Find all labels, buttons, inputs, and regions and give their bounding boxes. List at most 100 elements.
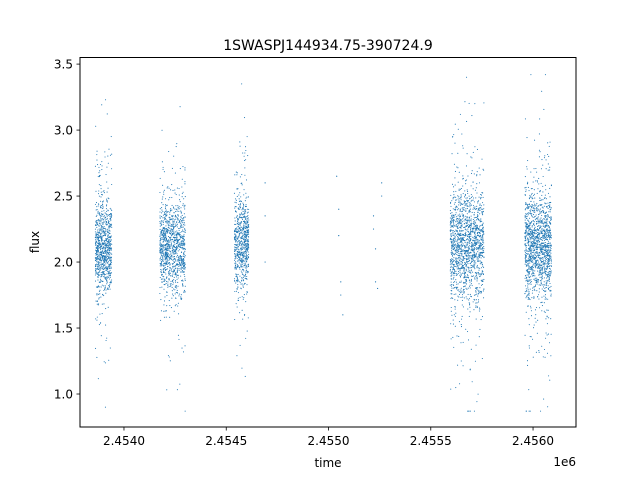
data-point xyxy=(172,227,174,229)
data-point xyxy=(169,232,171,234)
data-point xyxy=(100,236,102,238)
data-point xyxy=(161,281,163,283)
data-point xyxy=(179,219,181,221)
data-point xyxy=(237,223,239,225)
data-point xyxy=(550,285,552,287)
data-point xyxy=(457,248,459,250)
data-point xyxy=(535,248,537,251)
data-point xyxy=(242,298,244,300)
data-point xyxy=(183,218,185,220)
data-point xyxy=(182,204,184,206)
data-point xyxy=(240,252,242,254)
data-point xyxy=(458,293,461,296)
data-point xyxy=(536,243,538,245)
data-point xyxy=(244,218,246,220)
data-point xyxy=(482,279,484,281)
data-point xyxy=(457,198,459,200)
data-point xyxy=(471,157,473,159)
data-point xyxy=(470,215,472,217)
data-point xyxy=(174,236,176,239)
data-point xyxy=(528,239,530,241)
data-point xyxy=(176,143,178,145)
data-point xyxy=(481,213,483,215)
data-point xyxy=(102,235,104,237)
data-point xyxy=(168,229,170,232)
data-point xyxy=(240,257,242,260)
data-point xyxy=(451,230,453,232)
data-point xyxy=(455,225,457,227)
data-point xyxy=(549,274,551,276)
data-point xyxy=(160,239,162,241)
data-point xyxy=(482,231,484,233)
data-point xyxy=(474,229,476,231)
data-point xyxy=(159,191,161,194)
data-point xyxy=(531,273,533,275)
data-point xyxy=(182,240,184,242)
data-point xyxy=(96,268,98,270)
data-point xyxy=(243,260,245,262)
data-point xyxy=(95,240,97,242)
data-point xyxy=(451,278,453,280)
data-point xyxy=(532,229,534,231)
data-point xyxy=(161,286,163,288)
data-point xyxy=(110,217,112,219)
data-point xyxy=(454,232,456,234)
data-point xyxy=(103,216,105,218)
data-point xyxy=(235,267,237,269)
data-point xyxy=(528,240,530,243)
data-point xyxy=(453,287,455,289)
data-point xyxy=(547,406,549,408)
data-point xyxy=(98,225,100,227)
data-point xyxy=(468,202,470,204)
data-point xyxy=(237,238,239,240)
data-point xyxy=(548,280,550,282)
data-point xyxy=(478,252,480,254)
data-point xyxy=(100,225,102,227)
data-point xyxy=(159,241,161,243)
data-point xyxy=(105,255,107,257)
data-point xyxy=(97,248,99,250)
data-point xyxy=(242,269,244,271)
data-point xyxy=(530,243,532,245)
data-point xyxy=(160,238,162,240)
data-point xyxy=(243,203,245,206)
data-point xyxy=(460,260,462,262)
data-point xyxy=(159,215,161,217)
data-point xyxy=(452,253,454,255)
data-point xyxy=(183,206,185,208)
data-point xyxy=(460,267,462,269)
data-point xyxy=(109,244,111,246)
data-point xyxy=(100,188,102,190)
data-point xyxy=(473,253,475,255)
data-point xyxy=(476,266,478,268)
data-point xyxy=(172,241,174,243)
data-point xyxy=(105,245,107,247)
data-point xyxy=(459,202,461,204)
data-point xyxy=(452,239,454,241)
data-point xyxy=(464,193,466,195)
data-point xyxy=(106,217,108,219)
data-point xyxy=(110,249,112,251)
data-point xyxy=(101,244,103,246)
data-point xyxy=(467,293,469,295)
data-point xyxy=(536,171,538,173)
data-point xyxy=(462,209,464,211)
data-point xyxy=(457,245,459,247)
data-point xyxy=(95,241,97,243)
data-point xyxy=(175,297,177,299)
data-point xyxy=(178,233,180,235)
data-point xyxy=(106,283,108,285)
data-point xyxy=(462,185,464,187)
data-point xyxy=(247,256,249,259)
data-point xyxy=(542,199,544,201)
data-point xyxy=(184,228,186,230)
data-point xyxy=(454,184,456,186)
data-point xyxy=(105,269,107,271)
data-point xyxy=(453,277,455,279)
data-point xyxy=(525,226,527,228)
data-point xyxy=(243,155,245,157)
data-point xyxy=(469,238,471,240)
data-point xyxy=(170,283,172,285)
data-point xyxy=(98,255,100,257)
data-point xyxy=(452,267,454,269)
